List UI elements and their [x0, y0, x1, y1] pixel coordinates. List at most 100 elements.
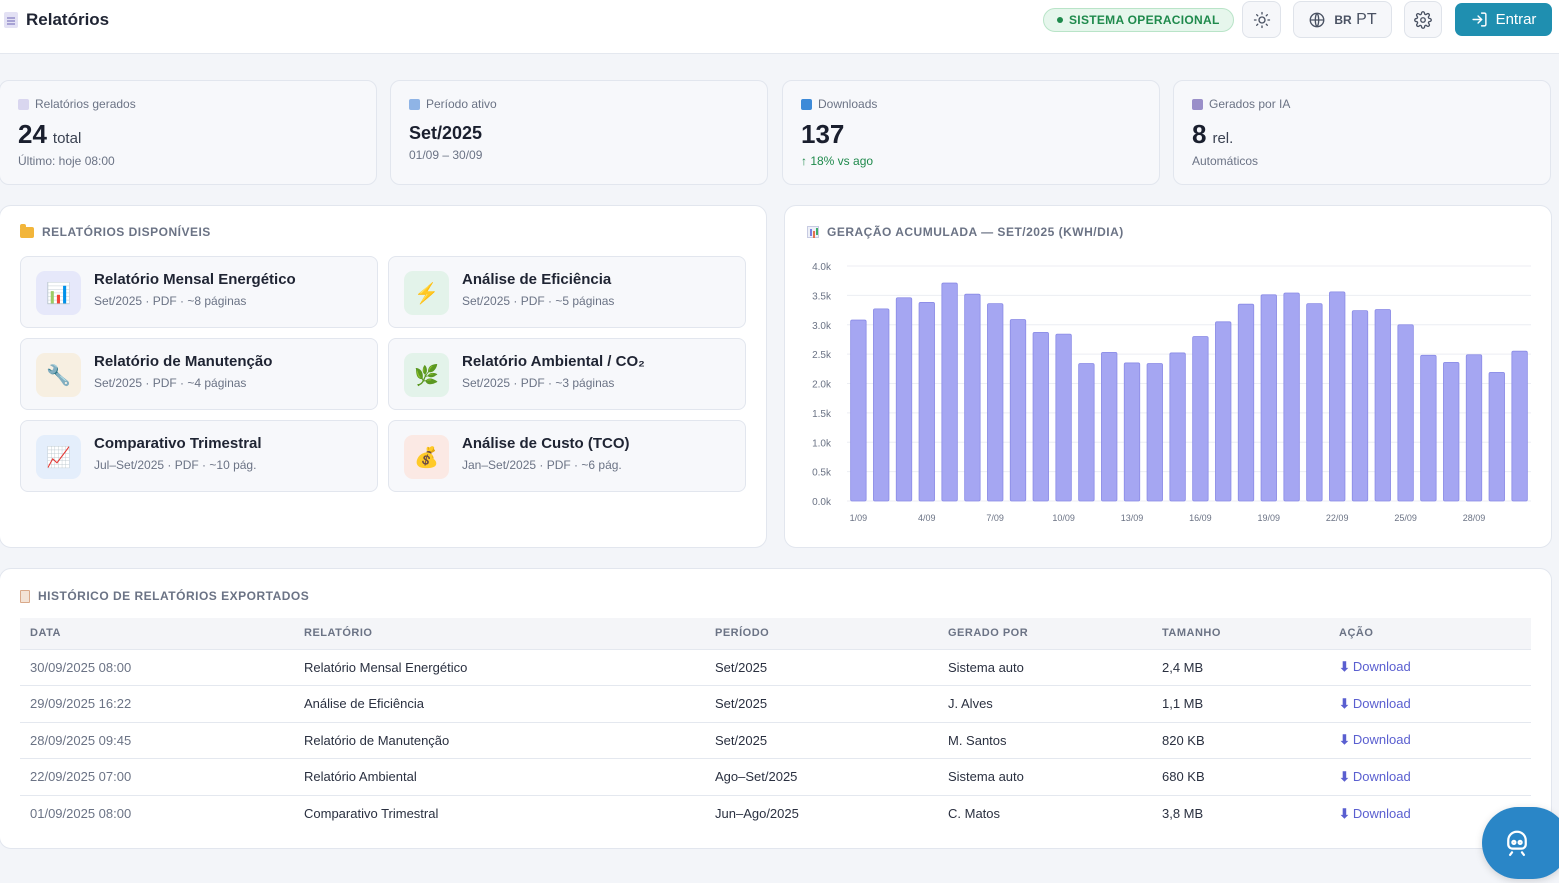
report-card-meta: Set/2025 · PDF · ~5 páginas	[462, 294, 615, 308]
language-selector[interactable]: BR PT	[1293, 1, 1392, 38]
kpi-sub: Último: hoje 08:00	[18, 154, 115, 168]
column-header: AÇÃO	[1329, 618, 1531, 649]
kpi-reports-generated: Relatórios gerados 24 total Último: hoje …	[0, 80, 377, 185]
cell-period: Set/2025	[705, 721, 938, 759]
login-button[interactable]: Entrar	[1455, 3, 1552, 36]
report-card[interactable]: 🔧 Relatório de Manutenção Set/2025 · PDF ·…	[20, 338, 378, 410]
panel-title: RELATÓRIOS DISPONÍVEIS	[20, 223, 211, 239]
status-text: SISTEMA OPERACIONAL	[1069, 13, 1220, 27]
kpi-sub: ↑ 18% vs ago	[801, 154, 874, 168]
report-card[interactable]: 📊 Relatório Mensal Energético Set/2025 · P…	[20, 256, 378, 328]
report-card[interactable]: 💰 Análise de Custo (TCO) Jan–Set/2025 · PD…	[388, 420, 746, 492]
bar	[964, 293, 981, 502]
x-tick-label: 25/09	[1394, 513, 1417, 523]
report-card-title: Relatório Mensal Energético	[94, 271, 296, 288]
download-link[interactable]: ⬇ Download	[1329, 685, 1531, 722]
bar	[850, 319, 867, 502]
bar	[1511, 350, 1528, 502]
bar	[941, 282, 958, 502]
robot-assistant-icon	[1507, 830, 1527, 856]
cell-by: J. Alves	[938, 685, 1152, 722]
download-arrow-icon: ⬇	[1339, 695, 1350, 711]
y-tick-label: 2.0k	[812, 380, 832, 391]
chart-title: GERAÇÃO ACUMULADA — SET/2025 (KWH/DIA)	[807, 225, 1124, 239]
table-row: 29/09/2025 16:22 Análise de Eficiência Set…	[20, 685, 1531, 722]
y-tick-label: 0.0k	[812, 497, 832, 508]
ai-assistant-button[interactable]	[1482, 807, 1559, 879]
report-card-title: Análise de Eficiência	[462, 271, 612, 288]
bar	[1488, 371, 1505, 502]
table-row: 28/09/2025 09:45 Relatório de Manutenção S…	[20, 721, 1531, 759]
table-row: 22/09/2025 07:00 Relatório Ambiental Ago–S…	[20, 758, 1531, 795]
column-header: TAMANHO	[1152, 618, 1329, 649]
generation-bar-chart: 0.0k 0.5k 1.0k 1.5k 2.0k 2.5k 3.0k 3.5k 4.0k 1/09…	[812, 262, 1531, 523]
y-tick-label: 2.5k	[812, 350, 832, 361]
cell-by: Sistema auto	[938, 758, 1152, 795]
download-arrow-icon: ⬇	[1339, 732, 1350, 748]
panel-title-text: RELATÓRIOS DISPONÍVEIS	[42, 225, 211, 239]
cell-date: 30/09/2025 08:00	[20, 648, 294, 686]
cell-report: Relatório de Manutenção	[294, 721, 705, 759]
x-tick-label: 1/09	[850, 513, 868, 523]
cell-report: Relatório Ambiental	[294, 758, 705, 795]
bar	[895, 297, 913, 502]
kpi-active-period: Período ativo Set/2025 01/09 – 30/09	[390, 80, 768, 185]
report-card[interactable]: 🌿 Relatório Ambiental / CO₂ Set/2025 · PDF…	[388, 338, 746, 410]
x-tick-label: 4/09	[918, 513, 936, 523]
kpi-label: Downloads	[818, 97, 878, 111]
bar	[1374, 309, 1391, 502]
download-link[interactable]: ⬇ Download	[1329, 721, 1531, 759]
download-arrow-icon: ⬇	[1339, 659, 1350, 675]
download-link[interactable]: ⬇ Download	[1329, 648, 1531, 686]
calendar-icon	[409, 98, 420, 110]
settings-button[interactable]	[1404, 1, 1442, 38]
folder-icon	[20, 223, 34, 238]
cell-period: Set/2025	[705, 685, 938, 722]
y-tick-label: 3.5k	[812, 291, 832, 302]
bar	[1123, 362, 1141, 502]
bar	[873, 308, 890, 502]
download-label: Download	[1352, 732, 1411, 748]
chart-title-text: GERAÇÃO ACUMULADA — SET/2025 (KWH/DIA)	[827, 225, 1124, 239]
status-dot-icon	[1057, 17, 1063, 23]
download-arrow-icon: ⬇	[1339, 768, 1350, 784]
kpi-unit: total	[52, 130, 82, 147]
bar	[1032, 331, 1049, 502]
bar	[1260, 294, 1277, 502]
bar	[1420, 354, 1437, 502]
download-link[interactable]: ⬇ Download	[1329, 758, 1531, 795]
report-card-meta: Set/2025 · PDF · ~4 páginas	[94, 376, 247, 390]
history-title: HISTÓRICO DE RELATÓRIOS EXPORTADOS	[20, 589, 309, 603]
report-icon	[18, 98, 29, 110]
x-tick-label: 28/09	[1463, 513, 1486, 523]
available-reports-panel: RELATÓRIOS DISPONÍVEIS 📊 Relatório Mensal…	[0, 205, 767, 548]
theme-toggle-button[interactable]	[1242, 1, 1281, 38]
cell-size: 3,8 MB	[1152, 794, 1329, 832]
kpi-sub: Automáticos	[1192, 154, 1259, 168]
history-panel: HISTÓRICO DE RELATÓRIOS EXPORTADOS DATA R…	[0, 568, 1552, 849]
cell-report: Relatório Mensal Energético	[294, 648, 705, 686]
bar	[1237, 303, 1255, 502]
page-title-text: Relatórios	[26, 10, 110, 29]
report-card[interactable]: 📈 Comparativo Trimestral Jul–Set/2025 · PD…	[20, 420, 378, 492]
bar	[1192, 336, 1209, 502]
cell-size: 680 KB	[1152, 758, 1329, 795]
x-tick-label: 16/09	[1189, 513, 1212, 523]
bar	[918, 302, 935, 502]
report-card-title: Relatório de Manutenção	[94, 353, 273, 370]
kpi-value: 24	[18, 119, 47, 149]
cell-size: 2,4 MB	[1152, 648, 1329, 686]
download-arrow-icon	[801, 98, 812, 110]
download-label: Download	[1352, 768, 1411, 784]
y-tick-label: 0.5k	[812, 468, 832, 479]
kpi-label: Relatórios gerados	[35, 97, 136, 111]
bar-chart-icon	[807, 226, 819, 238]
globe-icon	[1309, 12, 1325, 27]
report-card-title: Comparativo Trimestral	[94, 435, 262, 452]
report-card[interactable]: ⚡ Análise de Eficiência Set/2025 · PDF · ~…	[388, 256, 746, 328]
column-header: PERÍODO	[705, 618, 938, 649]
wrench-icon: 🔧	[36, 353, 81, 397]
history-title-text: HISTÓRICO DE RELATÓRIOS EXPORTADOS	[38, 589, 310, 603]
cell-by: C. Matos	[938, 794, 1152, 832]
y-tick-label: 3.0k	[812, 321, 832, 332]
